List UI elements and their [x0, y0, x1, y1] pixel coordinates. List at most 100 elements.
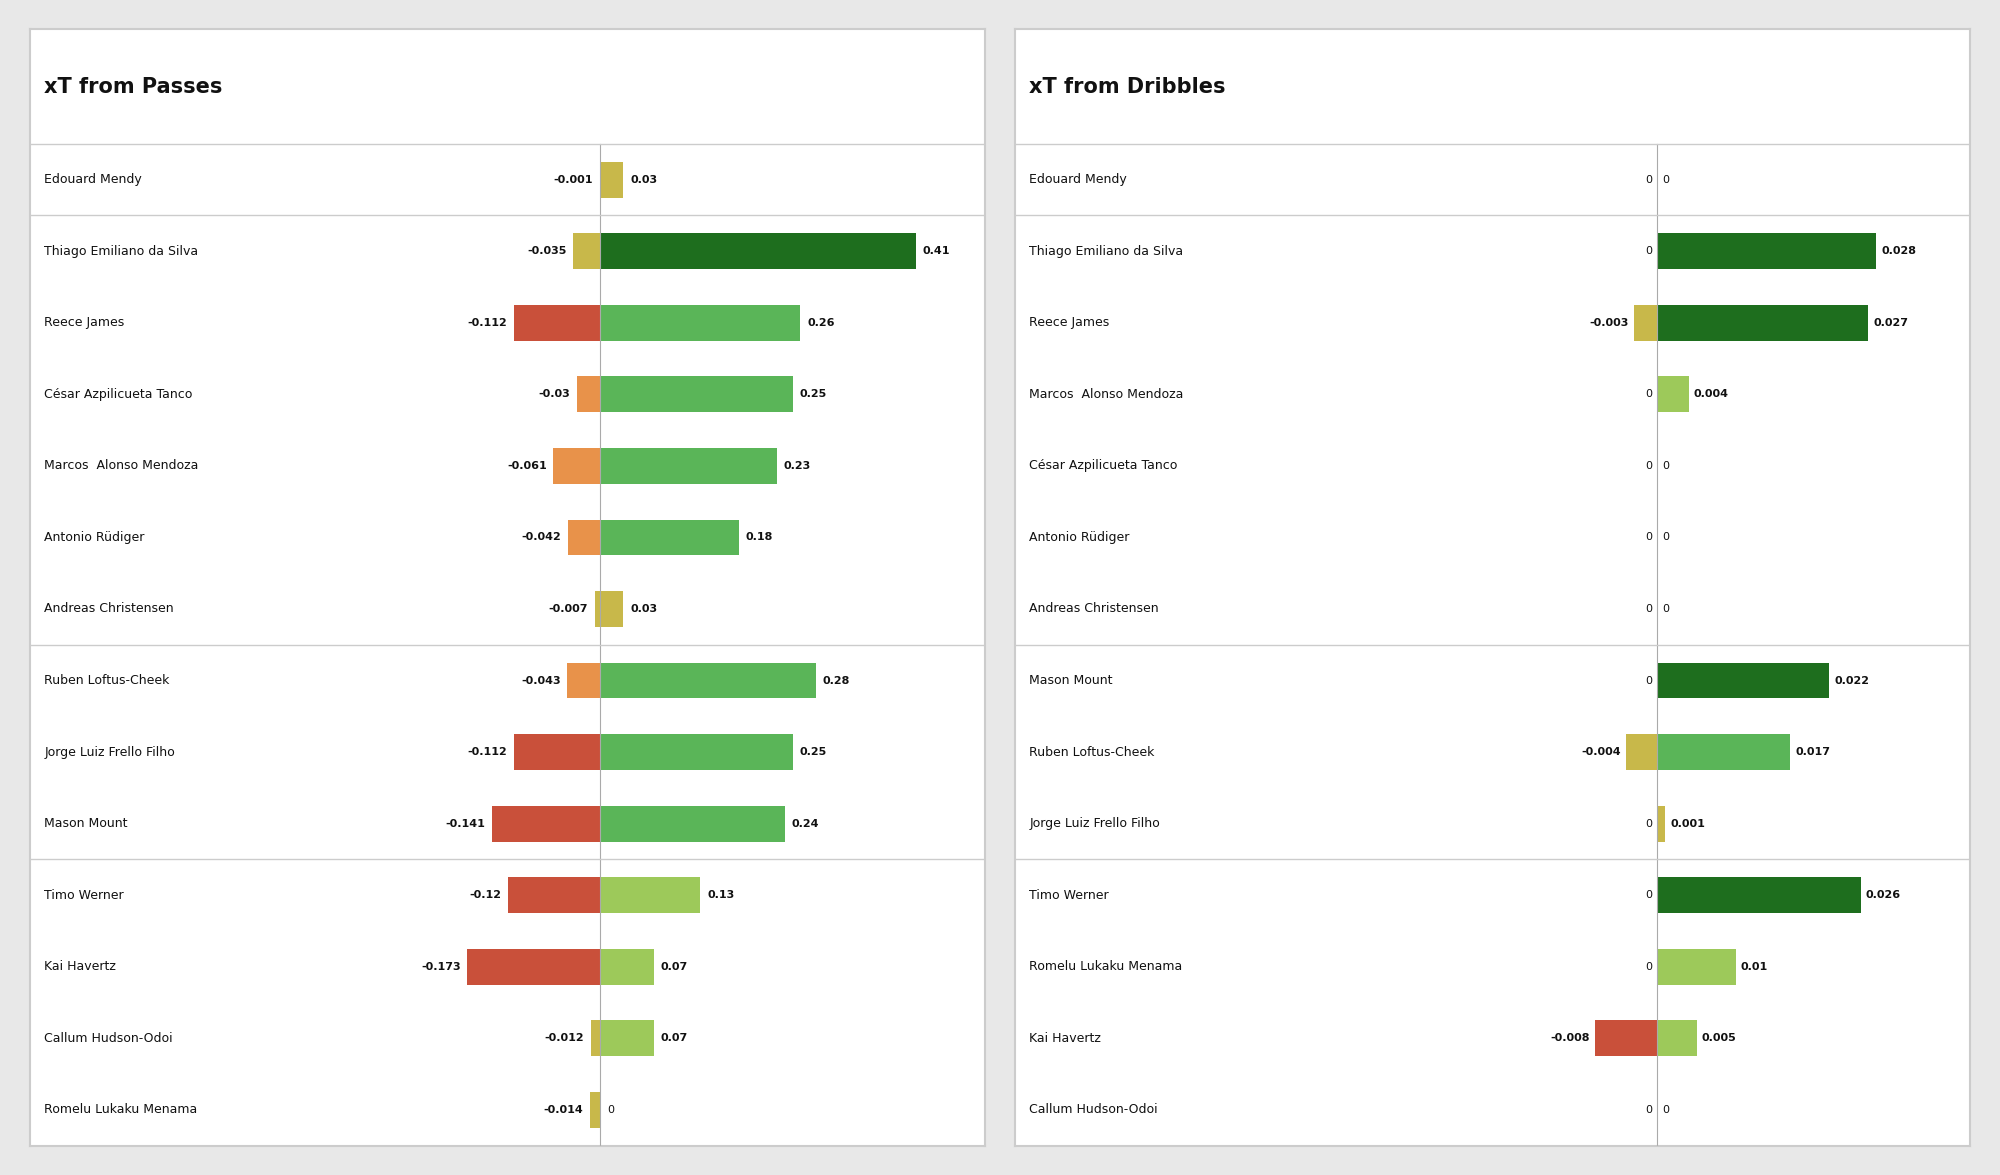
Text: 0.03: 0.03	[630, 175, 658, 184]
Text: Reece James: Reece James	[44, 316, 124, 329]
Bar	[30, 573, 984, 645]
Text: -0.042: -0.042	[522, 532, 562, 543]
Bar	[30, 788, 984, 859]
Text: 0: 0	[606, 1104, 614, 1115]
Text: 0.005: 0.005	[1702, 1033, 1736, 1043]
Bar	[590, 1092, 600, 1128]
Bar	[30, 1074, 984, 1146]
Text: 0.022: 0.022	[1834, 676, 1870, 685]
Bar	[568, 663, 600, 698]
Text: 0.28: 0.28	[822, 676, 850, 685]
Text: 0: 0	[1646, 389, 1652, 400]
Text: Callum Hudson-Odoi: Callum Hudson-Odoi	[44, 1032, 172, 1045]
Bar	[1014, 430, 1970, 502]
Text: -0.001: -0.001	[554, 175, 592, 184]
Text: -0.141: -0.141	[446, 819, 486, 828]
Bar	[30, 859, 984, 931]
Text: 0.23: 0.23	[784, 461, 812, 471]
Text: 0: 0	[1662, 461, 1670, 471]
Text: 0.41: 0.41	[922, 247, 950, 256]
Bar	[1014, 645, 1970, 717]
Bar	[1626, 734, 1658, 770]
Text: -0.12: -0.12	[470, 891, 502, 900]
Text: Mason Mount: Mason Mount	[44, 817, 128, 830]
Bar	[600, 878, 700, 913]
Bar	[600, 376, 792, 412]
Bar	[1658, 949, 1736, 985]
Text: Kai Havertz: Kai Havertz	[44, 960, 116, 973]
Bar	[1658, 806, 1666, 841]
Text: -0.035: -0.035	[528, 247, 566, 256]
Text: Mason Mount: Mason Mount	[1030, 674, 1112, 687]
Text: 0: 0	[1662, 175, 1670, 184]
Bar	[1014, 717, 1970, 788]
Bar	[574, 234, 600, 269]
Text: Timo Werner: Timo Werner	[44, 888, 124, 901]
Text: 0: 0	[1646, 676, 1652, 685]
Bar	[592, 1020, 600, 1056]
Bar	[1014, 502, 1970, 573]
Bar	[1014, 358, 1970, 430]
Text: 0.027: 0.027	[1874, 317, 1908, 328]
Bar	[600, 734, 792, 770]
Text: 0.18: 0.18	[746, 532, 772, 543]
Text: Kai Havertz: Kai Havertz	[1030, 1032, 1102, 1045]
Bar	[600, 663, 816, 698]
Text: Antonio Rüdiger: Antonio Rüdiger	[44, 531, 144, 544]
Text: xT from Passes: xT from Passes	[44, 76, 222, 96]
Bar	[508, 878, 600, 913]
Text: 0.03: 0.03	[630, 604, 658, 615]
Text: Andreas Christensen: Andreas Christensen	[1030, 603, 1158, 616]
Text: Callum Hudson-Odoi: Callum Hudson-Odoi	[1030, 1103, 1158, 1116]
Bar	[30, 1002, 984, 1074]
Bar	[30, 502, 984, 573]
Bar	[514, 734, 600, 770]
Text: 0.24: 0.24	[792, 819, 820, 828]
Text: 0: 0	[1662, 532, 1670, 543]
Bar	[578, 376, 600, 412]
Bar	[1658, 1020, 1696, 1056]
Bar	[1658, 304, 1868, 341]
Text: -0.112: -0.112	[468, 747, 508, 757]
Text: 0: 0	[1646, 532, 1652, 543]
Text: 0.07: 0.07	[660, 1033, 688, 1043]
Text: -0.004: -0.004	[1582, 747, 1622, 757]
Text: -0.003: -0.003	[1590, 317, 1628, 328]
Bar	[600, 448, 778, 484]
Text: -0.112: -0.112	[468, 317, 508, 328]
Bar	[600, 519, 738, 556]
Text: Edouard Mendy: Edouard Mendy	[1030, 173, 1128, 186]
Bar	[1658, 878, 1860, 913]
Bar	[1014, 143, 1970, 215]
Bar	[600, 234, 916, 269]
Bar	[1014, 287, 1970, 358]
Text: -0.061: -0.061	[508, 461, 546, 471]
Bar	[30, 215, 984, 287]
Text: Marcos  Alonso Mendoza: Marcos Alonso Mendoza	[44, 459, 198, 472]
Text: Romelu Lukaku Menama: Romelu Lukaku Menama	[44, 1103, 198, 1116]
Text: 0: 0	[1646, 819, 1652, 828]
Text: Antonio Rüdiger: Antonio Rüdiger	[1030, 531, 1130, 544]
Text: -0.007: -0.007	[548, 604, 588, 615]
Bar	[514, 304, 600, 341]
Bar	[1014, 573, 1970, 645]
Bar	[600, 591, 624, 626]
Bar	[30, 717, 984, 788]
Text: -0.014: -0.014	[544, 1104, 582, 1115]
Text: Edouard Mendy: Edouard Mendy	[44, 173, 142, 186]
Text: 0: 0	[1646, 175, 1652, 184]
Bar	[600, 304, 800, 341]
Text: Ruben Loftus-Cheek: Ruben Loftus-Cheek	[44, 674, 170, 687]
Text: 0: 0	[1646, 962, 1652, 972]
Text: -0.173: -0.173	[420, 962, 460, 972]
Text: 0: 0	[1662, 1104, 1670, 1115]
Text: Marcos  Alonso Mendoza: Marcos Alonso Mendoza	[1030, 388, 1184, 401]
Text: 0.26: 0.26	[808, 317, 834, 328]
Text: 0: 0	[1646, 1104, 1652, 1115]
Text: 0.017: 0.017	[1796, 747, 1830, 757]
Bar	[1014, 859, 1970, 931]
Text: 0: 0	[1646, 604, 1652, 615]
Text: -0.03: -0.03	[538, 389, 570, 400]
Text: 0.13: 0.13	[708, 891, 734, 900]
Bar	[30, 358, 984, 430]
